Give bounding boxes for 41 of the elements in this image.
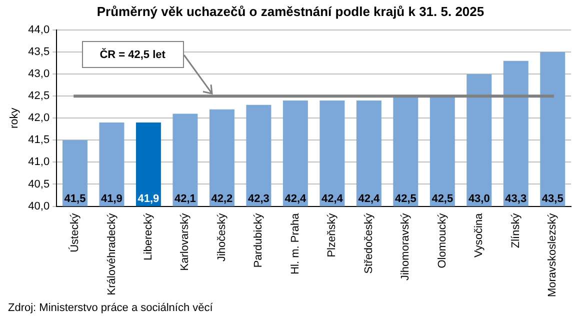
- data-label: 42,2: [211, 192, 233, 205]
- data-label: 42,4: [321, 192, 344, 205]
- x-tick-label: Pardubický: [252, 212, 265, 268]
- x-tick-label: Jihomoravský: [400, 212, 412, 281]
- data-label: 42,1: [174, 192, 196, 205]
- y-tick-label: 44,0: [28, 24, 50, 36]
- data-label: 42,4: [284, 192, 308, 205]
- data-label: 41,5: [64, 192, 86, 205]
- y-tick-label: 43,0: [28, 68, 50, 80]
- y-tick-label: 43,5: [28, 46, 50, 58]
- x-tick-label: Vysočina: [473, 212, 486, 258]
- y-tick-label: 41,0: [28, 156, 50, 168]
- y-tick-label: 40,5: [28, 178, 50, 190]
- data-label: 42,5: [432, 192, 454, 205]
- x-tick-label: Liberecký: [142, 212, 154, 260]
- data-label: 43,5: [542, 192, 564, 205]
- x-tick-label: Jihočeský: [216, 212, 228, 262]
- x-tick-label: Ústecký: [68, 212, 82, 252]
- y-axis-title: roky: [8, 107, 21, 129]
- x-tick-label: Moravskoslezský: [546, 212, 559, 298]
- x-tick-label: Karlovarský: [179, 212, 192, 271]
- x-tick-label: Středočeský: [362, 212, 375, 274]
- x-tick-label: Olomoucký: [436, 212, 448, 268]
- y-tick-label: 42,5: [28, 90, 50, 102]
- data-label: 42,4: [358, 192, 380, 205]
- y-tick-label: 40,0: [28, 200, 50, 212]
- text: Zdroj: Ministerstvo práce a sociálních věcí: [8, 302, 213, 314]
- data-label: 43,0: [468, 192, 490, 205]
- y-tick-label: 41,5: [28, 134, 50, 146]
- data-label: 43,3: [505, 192, 527, 205]
- y-tick-label: 42,0: [28, 112, 50, 124]
- data-label: 42,5: [394, 192, 416, 205]
- x-tick-label: Zlínský: [510, 212, 522, 248]
- x-tick-label: Hl. m. Praha: [289, 212, 302, 274]
- chart-title: Průměrný věk uchazečů o zaměstnání podle krajů k 31. 5. 2025: [96, 4, 486, 19]
- callout-box: ČR = 42,5 let: [82, 41, 184, 68]
- x-tick-label: Královéhradecký: [106, 212, 118, 296]
- data-label: 42,3: [248, 192, 270, 205]
- x-tick-label: Plzeňský: [326, 212, 338, 258]
- data-label: 41,9: [101, 192, 122, 205]
- data-label: 41,9: [138, 192, 160, 205]
